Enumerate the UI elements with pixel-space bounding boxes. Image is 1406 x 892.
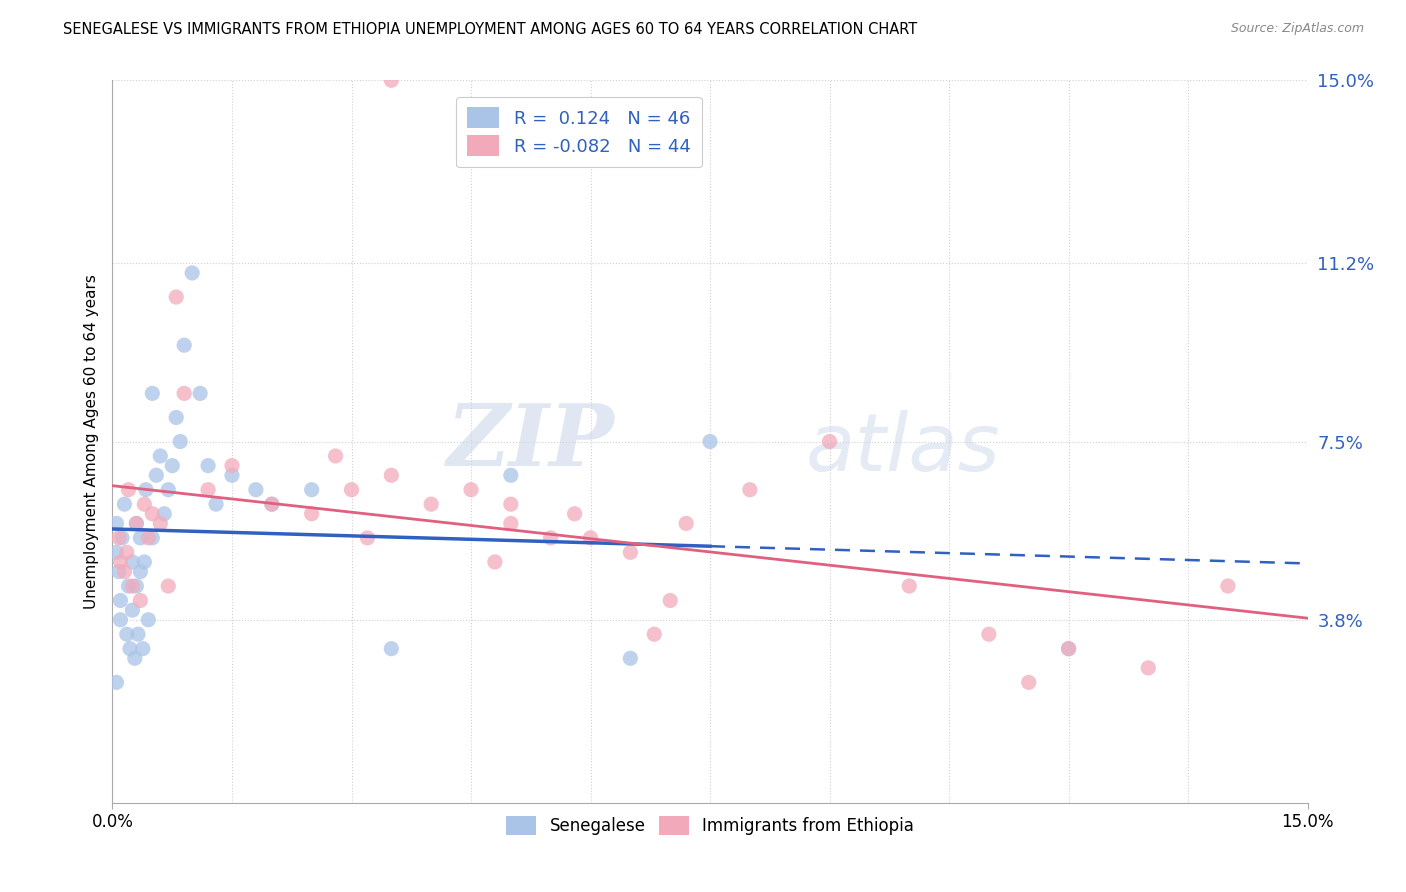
Point [738,483,761,497]
Point [165,410,187,425]
Point [108,531,131,545]
Point [245,483,267,497]
Point [121,555,143,569]
Point [125,516,148,531]
Point [110,593,132,607]
Point [114,565,135,579]
Point [115,545,138,559]
Point [301,483,323,497]
Point [340,483,363,497]
Point [141,531,163,545]
Point [124,651,146,665]
Point [127,627,149,641]
Legend: Senegalese, Immigrants from Ethiopia: Senegalese, Immigrants from Ethiopia [499,809,921,841]
Point [125,516,148,531]
Point [643,627,665,641]
Point [675,516,697,531]
Point [579,531,602,545]
Point [118,641,141,656]
Point [499,497,522,511]
Point [149,449,172,463]
Point [221,458,243,473]
Point [325,449,347,463]
Point [129,593,152,607]
Text: Source: ZipAtlas.com: Source: ZipAtlas.com [1230,22,1364,36]
Point [129,565,152,579]
Point [114,497,135,511]
Point [117,579,139,593]
Point [181,266,204,280]
Point [499,468,522,483]
Point [108,565,131,579]
Point [420,497,443,511]
Point [117,483,139,497]
Point [1137,661,1160,675]
Point [173,338,195,352]
Point [380,73,402,87]
Point [460,483,482,497]
Point [205,497,228,511]
Point [564,507,586,521]
Point [134,497,156,511]
Point [141,507,163,521]
Point [141,386,163,401]
Point [818,434,841,449]
Point [484,555,506,569]
Point [260,497,283,511]
Point [380,468,402,483]
Text: ZIP: ZIP [447,400,614,483]
Point [138,531,160,545]
Point [121,603,143,617]
Point [105,675,128,690]
Point [111,531,134,545]
Point [138,613,160,627]
Point [121,579,143,593]
Point [157,483,180,497]
Point [619,545,641,559]
Point [1018,675,1040,690]
Point [125,579,148,593]
Point [145,468,167,483]
Point [197,483,219,497]
Point [129,531,152,545]
Point [1216,579,1239,593]
Point [301,507,323,521]
Point [197,458,219,473]
Point [173,386,195,401]
Point [356,531,378,545]
Text: atlas: atlas [806,409,1001,488]
Point [699,434,721,449]
Point [157,579,180,593]
Point [110,555,132,569]
Point [188,386,211,401]
Point [115,627,138,641]
Point [898,579,921,593]
Point [165,290,187,304]
Point [499,516,522,531]
Point [977,627,1000,641]
Point [619,651,641,665]
Point [134,555,156,569]
Point [1057,641,1080,656]
Point [110,613,132,627]
Point [135,483,157,497]
Point [1057,641,1080,656]
Y-axis label: Unemployment Among Ages 60 to 64 years: Unemployment Among Ages 60 to 64 years [83,274,98,609]
Point [380,641,402,656]
Point [221,468,243,483]
Point [153,507,176,521]
Point [659,593,682,607]
Point [105,516,128,531]
Point [105,545,128,559]
Point [169,434,191,449]
Point [149,516,172,531]
Text: SENEGALESE VS IMMIGRANTS FROM ETHIOPIA UNEMPLOYMENT AMONG AGES 60 TO 64 YEARS CO: SENEGALESE VS IMMIGRANTS FROM ETHIOPIA U… [63,22,918,37]
Point [162,458,183,473]
Point [260,497,283,511]
Point [132,641,155,656]
Point [540,531,562,545]
